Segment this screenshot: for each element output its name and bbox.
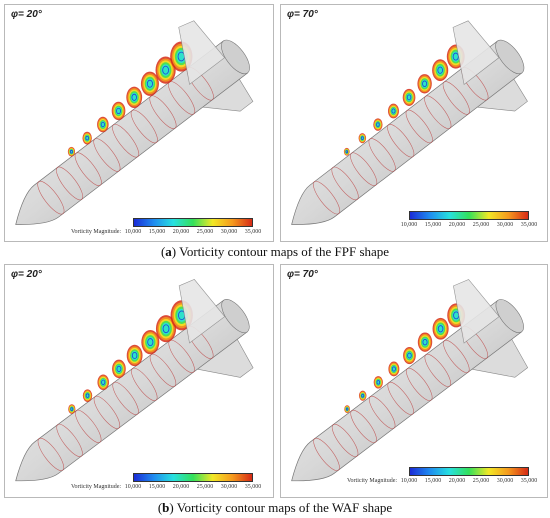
colorbar-tick: 35,000 (244, 484, 262, 490)
phi-label: φ= 70° (287, 269, 318, 280)
colorbar-gradient (133, 473, 253, 482)
colorbar: Vorticity Magnitude: 10,000 15,000 20,00… (71, 473, 261, 493)
missile-body-render (291, 279, 529, 482)
caption-letter: a (165, 244, 172, 259)
colorbar-tick: 10,000 (400, 478, 418, 484)
missile-body-render (291, 20, 528, 225)
colorbar-tick: 15,000 (148, 484, 166, 490)
colorbar-tick: 30,000 (220, 229, 238, 235)
phi-label: φ= 70° (287, 9, 318, 20)
colorbar: Vorticity Magnitude: 10,000 15,000 20,00… (71, 218, 261, 238)
caption-text: Vorticity contour maps of the WAF shape (173, 500, 393, 515)
colorbar-tick: 20,000 (172, 484, 190, 490)
panel-b-phi70: φ= 70° Vorticity Magnitude: 10,000 15,00… (280, 264, 548, 498)
colorbar-tick: 30,000 (220, 484, 238, 490)
colorbar-tick: 30,000 (496, 222, 514, 228)
panel-a-phi20: φ= 20° Vorticity Magnitude: 10,000 15,00… (4, 4, 274, 242)
caption-b: (b) Vorticity contour maps of the WAF sh… (157, 500, 393, 515)
colorbar-tick: 10,000 (400, 222, 418, 228)
caption-a: (a) Vorticity contour maps of the FPF sh… (160, 244, 390, 259)
colorbar-tick: 15,000 (424, 222, 442, 228)
missile-body-render (15, 279, 254, 482)
colorbar-tick: 25,000 (472, 478, 490, 484)
colorbar-title: Vorticity Magnitude: (71, 229, 122, 235)
colorbar-tick: 20,000 (448, 478, 466, 484)
caption-text: Vorticity contour maps of the FPF shape (176, 244, 390, 259)
colorbar-gradient (409, 467, 529, 476)
colorbar: 10,000 15,000 20,000 25,000 30,000 35,00… (401, 211, 537, 231)
colorbar-tick: 25,000 (196, 229, 214, 235)
caption-letter: b (162, 500, 170, 515)
missile-body-render (15, 20, 254, 225)
colorbar-title: Vorticity Magnitude: (347, 478, 398, 484)
colorbar-tick: 10,000 (124, 484, 142, 490)
phi-label: φ= 20° (11, 9, 42, 20)
panel-b-phi20: φ= 20° Vorticity Magnitude: 10,000 15,00… (4, 264, 274, 498)
colorbar-tick: 35,000 (244, 229, 262, 235)
colorbar-tick: 25,000 (472, 222, 490, 228)
colorbar-tick: 35,000 (520, 478, 538, 484)
colorbar-tick: 20,000 (448, 222, 466, 228)
colorbar-gradient (409, 211, 529, 220)
phi-label: φ= 20° (11, 269, 42, 280)
colorbar-gradient (133, 218, 253, 227)
colorbar-tick: 20,000 (172, 229, 190, 235)
colorbar-tick: 15,000 (424, 478, 442, 484)
colorbar-tick: 35,000 (520, 222, 538, 228)
colorbar: Vorticity Magnitude: 10,000 15,000 20,00… (347, 467, 537, 487)
colorbar-title: Vorticity Magnitude: (71, 484, 122, 490)
colorbar-tick: 10,000 (124, 229, 142, 235)
colorbar-tick: 25,000 (196, 484, 214, 490)
colorbar-tick: 15,000 (148, 229, 166, 235)
panel-a-phi70: φ= 70° 10,000 15,000 20,000 25,000 30,00… (280, 4, 548, 242)
colorbar-tick: 30,000 (496, 478, 514, 484)
